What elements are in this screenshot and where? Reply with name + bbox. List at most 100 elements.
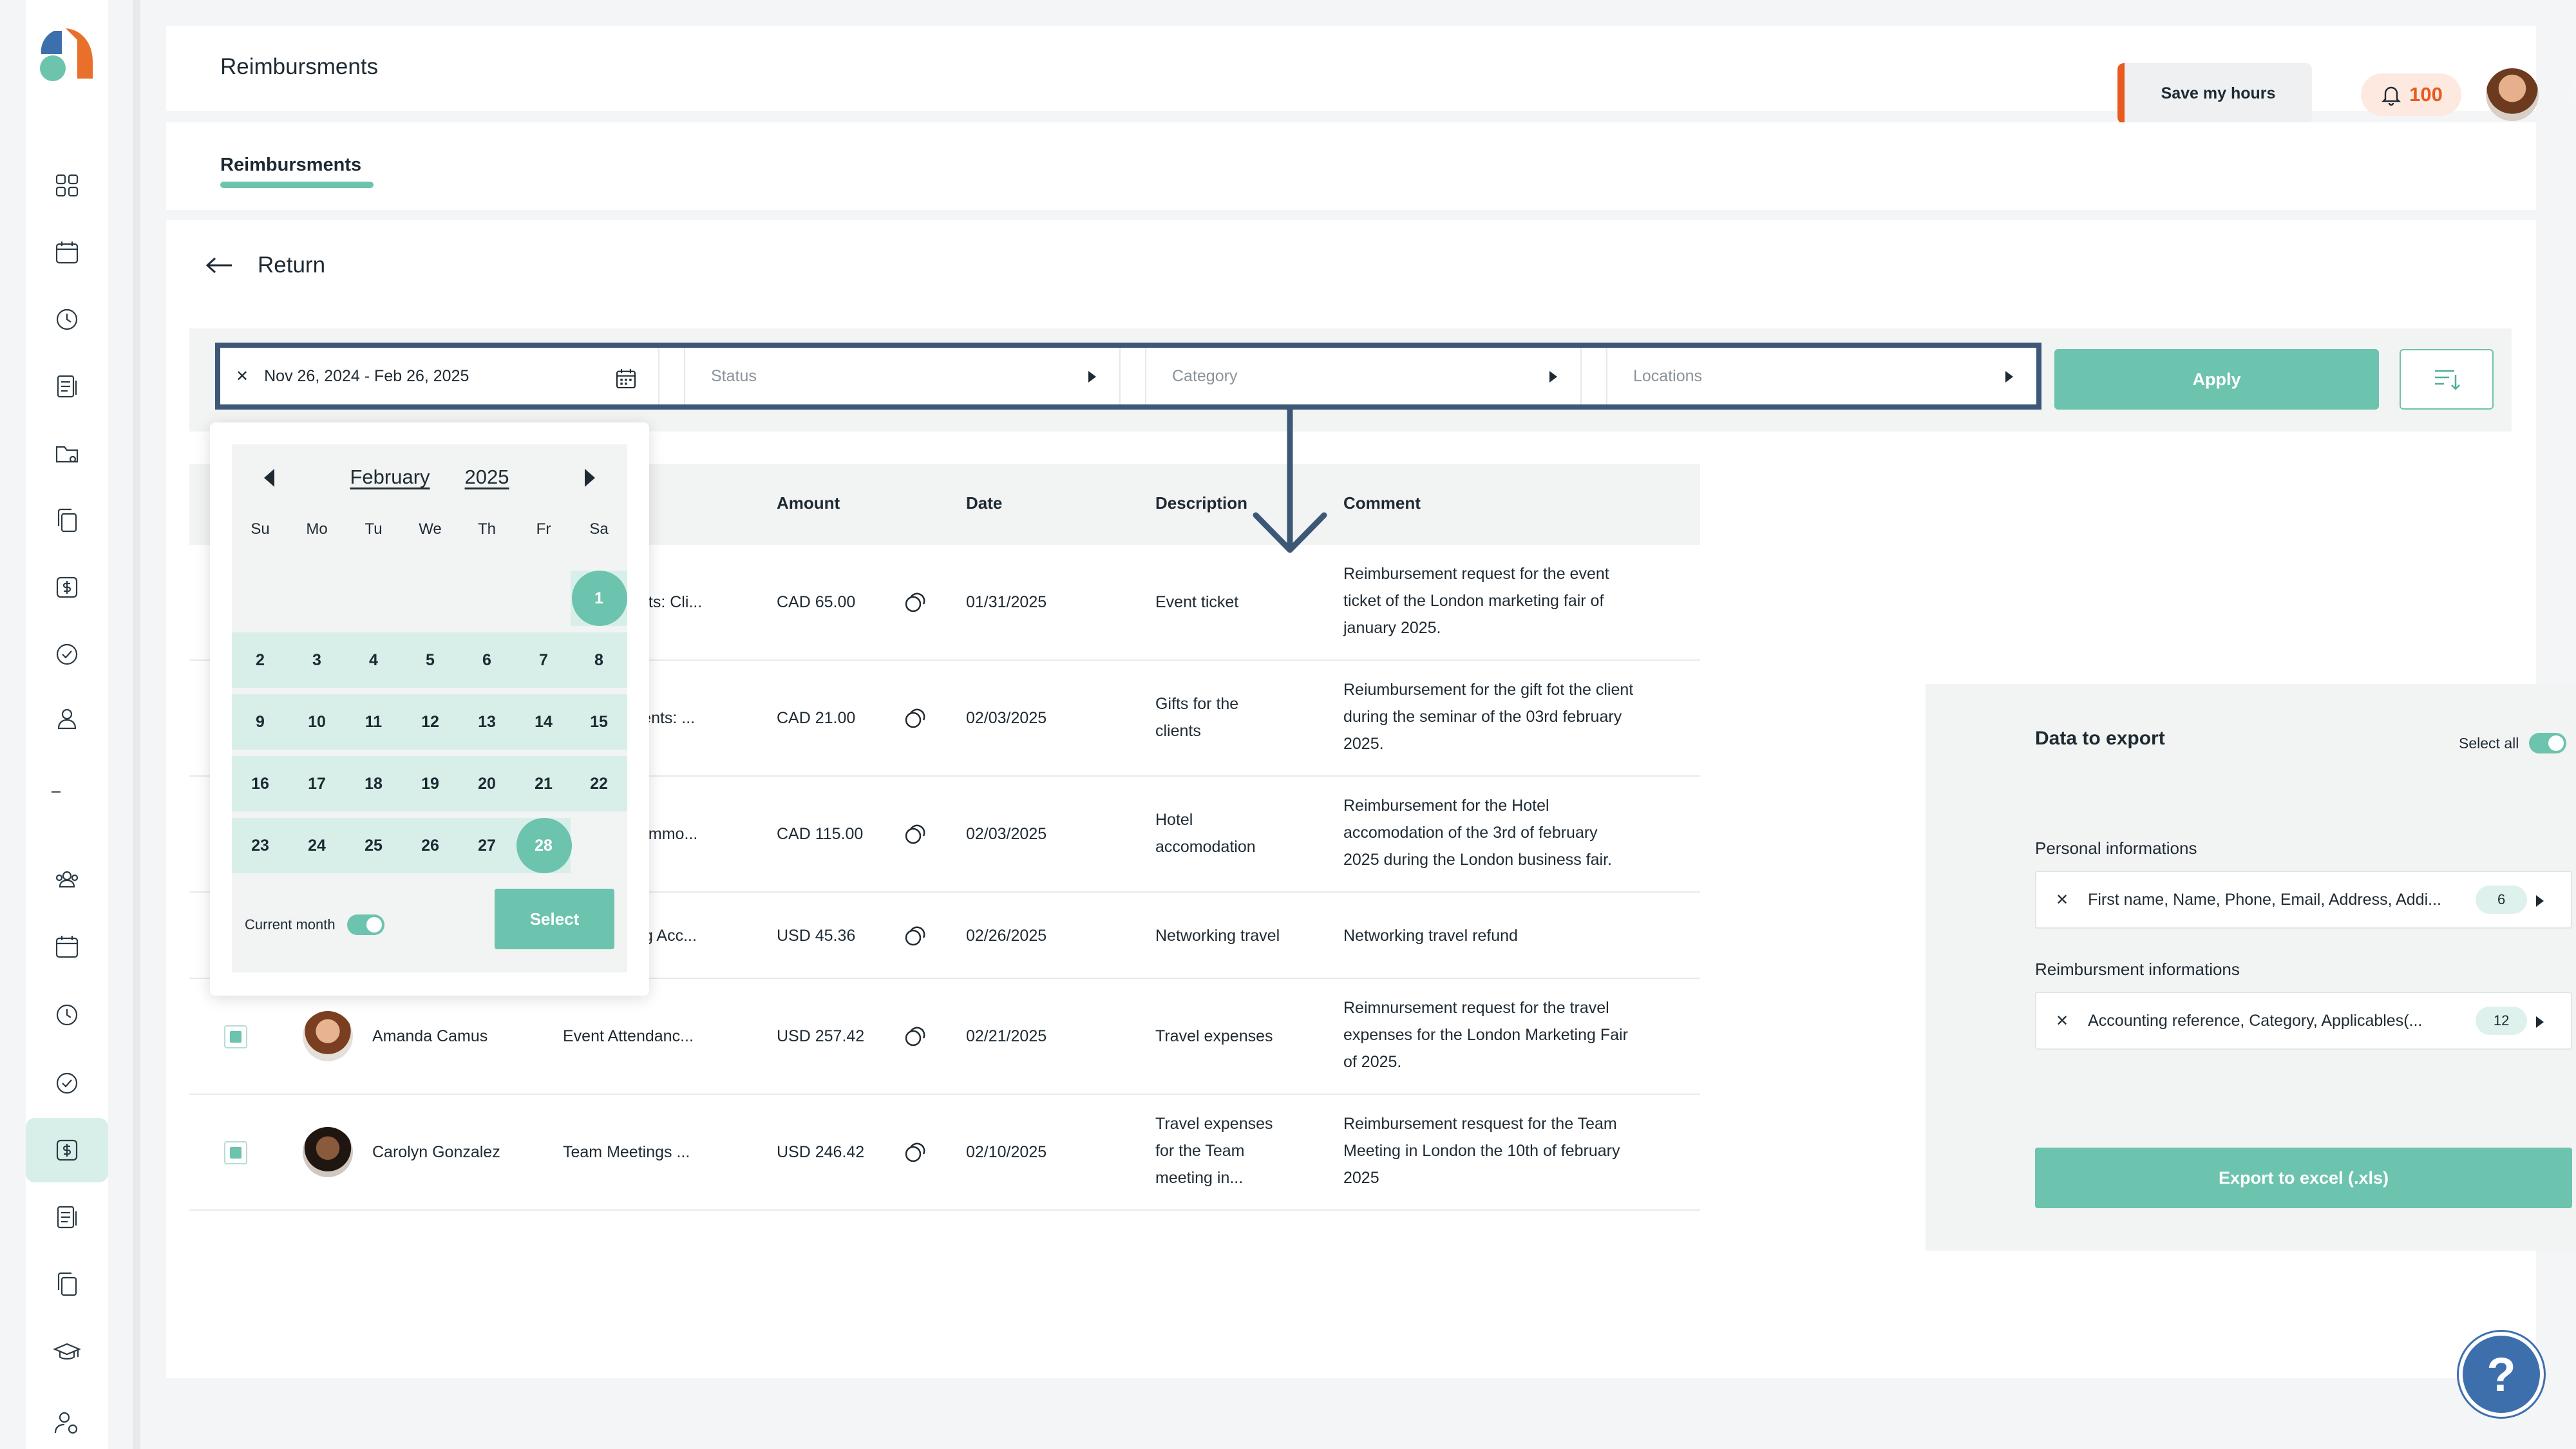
nav-team-tasks[interactable] — [26, 1051, 108, 1115]
nav-dashboard[interactable] — [26, 153, 108, 218]
calendar-day[interactable]: 19 — [421, 774, 439, 793]
category-filter[interactable]: Category — [1145, 348, 1580, 404]
sort-button[interactable] — [2400, 349, 2494, 410]
clear-date-icon[interactable]: ✕ — [236, 367, 249, 385]
current-month-toggle[interactable] — [346, 914, 384, 935]
receipt-icon[interactable] — [903, 1140, 929, 1166]
calendar-day[interactable]: 5 — [426, 650, 435, 669]
table-row[interactable]: Carolyn Gonzalez Team Meetings ... USD 2… — [189, 1095, 1700, 1211]
selected-range-bg — [232, 756, 627, 811]
calendar-day[interactable]: 7 — [539, 650, 548, 669]
table-row[interactable]: ccommo... CAD 115.00 02/03/2025 Hotel ac… — [189, 777, 1700, 893]
nav-folders[interactable] — [26, 421, 108, 486]
tab-reimbursements[interactable]: Reimbursments — [220, 155, 362, 175]
nav-profile[interactable] — [26, 687, 108, 751]
select-date-button[interactable]: Select — [495, 889, 614, 949]
calendar-day[interactable]: 2 — [256, 650, 265, 669]
reimbursement-info-select[interactable]: ✕ Accounting reference, Category, Applic… — [2035, 992, 2572, 1050]
prev-month-icon[interactable] — [264, 469, 274, 487]
check-circle-icon — [56, 643, 78, 665]
year-selector[interactable]: 2025 — [464, 466, 509, 488]
bell-icon — [2382, 86, 2401, 106]
calendar-day[interactable]: 13 — [478, 712, 496, 731]
calendar-day[interactable]: 23 — [251, 836, 269, 855]
calendar-day[interactable]: 21 — [535, 774, 553, 793]
receipt-icon[interactable] — [903, 822, 929, 848]
calendar-day[interactable]: 3 — [312, 650, 321, 669]
calendar-day[interactable]: 17 — [308, 774, 326, 793]
nav-expenses[interactable] — [26, 555, 108, 620]
language-selector[interactable]: EN — [2570, 68, 2576, 121]
month-selector[interactable]: February — [350, 466, 430, 488]
locations-filter[interactable]: Locations — [1606, 348, 2036, 404]
nav-training[interactable] — [26, 1320, 108, 1385]
cell-comment: Reimbursement for the Hotel accomodation… — [1343, 792, 1612, 873]
nav-reports[interactable] — [26, 354, 108, 419]
table-row[interactable]: Amanda Camus Event Attendanc... USD 257.… — [189, 979, 1700, 1095]
calendar-day[interactable]: 25 — [365, 836, 383, 855]
help-button[interactable]: ? — [2459, 1332, 2544, 1417]
nav-reimbursements[interactable] — [26, 1118, 108, 1182]
calendar-day[interactable]: 11 — [365, 712, 383, 731]
export-excel-button[interactable]: Export to excel (.xls) — [2035, 1148, 2572, 1208]
calendar-day[interactable]: 22 — [590, 774, 608, 793]
nav-add-user[interactable] — [26, 1391, 108, 1449]
select-all[interactable]: Select all — [2459, 733, 2567, 753]
calendar-day[interactable]: 26 — [421, 836, 439, 855]
nav-documents[interactable] — [26, 488, 108, 553]
cell-category: Event Attendanc... — [563, 1027, 694, 1045]
clear-icon[interactable]: ✕ — [2056, 1012, 2069, 1030]
save-my-hours-button[interactable]: Save my hours — [2117, 63, 2312, 124]
nav-tasks[interactable] — [26, 622, 108, 687]
receipt-icon[interactable] — [903, 1024, 929, 1050]
column-comment[interactable]: Comment — [1343, 493, 1421, 513]
nav-team-documents[interactable] — [26, 1252, 108, 1316]
calendar-day[interactable]: 20 — [478, 774, 496, 793]
calendar-day[interactable]: 9 — [256, 712, 265, 731]
column-description[interactable]: Description — [1155, 493, 1248, 513]
column-amount[interactable]: Amount — [777, 493, 840, 513]
tab-active-indicator — [220, 182, 374, 188]
user-avatar[interactable] — [2486, 68, 2539, 121]
notification-badge[interactable]: 100 — [2361, 73, 2461, 116]
nav-calendar[interactable] — [26, 220, 108, 285]
filter-spacer — [658, 348, 684, 404]
column-date[interactable]: Date — [966, 493, 1003, 513]
calendar-day[interactable]: 15 — [590, 712, 608, 731]
table-row[interactable]: Clients: ... CAD 21.00 02/03/2025 Gifts … — [189, 661, 1700, 777]
nav-time[interactable] — [26, 287, 108, 352]
back-link[interactable]: Return — [205, 252, 325, 278]
nav-team-time[interactable] — [26, 983, 108, 1047]
receipt-icon[interactable] — [903, 590, 929, 616]
date-range-filter[interactable]: ✕ Nov 26, 2024 - Feb 26, 2025 — [220, 348, 658, 404]
calendar-day[interactable]: 10 — [308, 712, 326, 731]
personal-info-select[interactable]: ✕ First name, Name, Phone, Email, Addres… — [2035, 871, 2572, 929]
apply-button[interactable]: Apply — [2054, 349, 2379, 410]
receipt-icon[interactable] — [903, 923, 929, 949]
calendar-day[interactable]: 6 — [482, 650, 491, 669]
row-checkbox[interactable] — [224, 1141, 247, 1164]
calendar-day[interactable]: 28 — [515, 818, 572, 873]
calendar-day[interactable]: 1 — [571, 571, 627, 626]
calendar-icon[interactable] — [613, 366, 639, 392]
nav-team-reports[interactable] — [26, 1185, 108, 1249]
receipt-icon[interactable] — [903, 706, 929, 732]
calendar-day[interactable]: 14 — [535, 712, 553, 731]
calendar-day[interactable]: 27 — [478, 836, 496, 855]
status-filter[interactable]: Status — [684, 348, 1119, 404]
calendar-day[interactable]: 12 — [421, 712, 439, 731]
users-icon — [55, 871, 79, 888]
calendar-day[interactable]: 8 — [594, 650, 603, 669]
nav-team-calendar[interactable] — [26, 914, 108, 979]
calendar-day[interactable]: 16 — [251, 774, 269, 793]
calendar-day[interactable]: 4 — [369, 650, 378, 669]
next-month-icon[interactable] — [585, 469, 595, 487]
row-checkbox[interactable] — [224, 1025, 247, 1048]
nav-team[interactable] — [26, 848, 108, 912]
select-all-toggle[interactable] — [2529, 733, 2567, 753]
table-row[interactable]: ckets: Cli... CAD 65.00 01/31/2025 Event… — [189, 545, 1700, 661]
clear-icon[interactable]: ✕ — [2056, 891, 2069, 909]
calendar-day[interactable]: 18 — [365, 774, 383, 793]
app-logo[interactable] — [26, 12, 108, 97]
calendar-day[interactable]: 24 — [308, 836, 326, 855]
